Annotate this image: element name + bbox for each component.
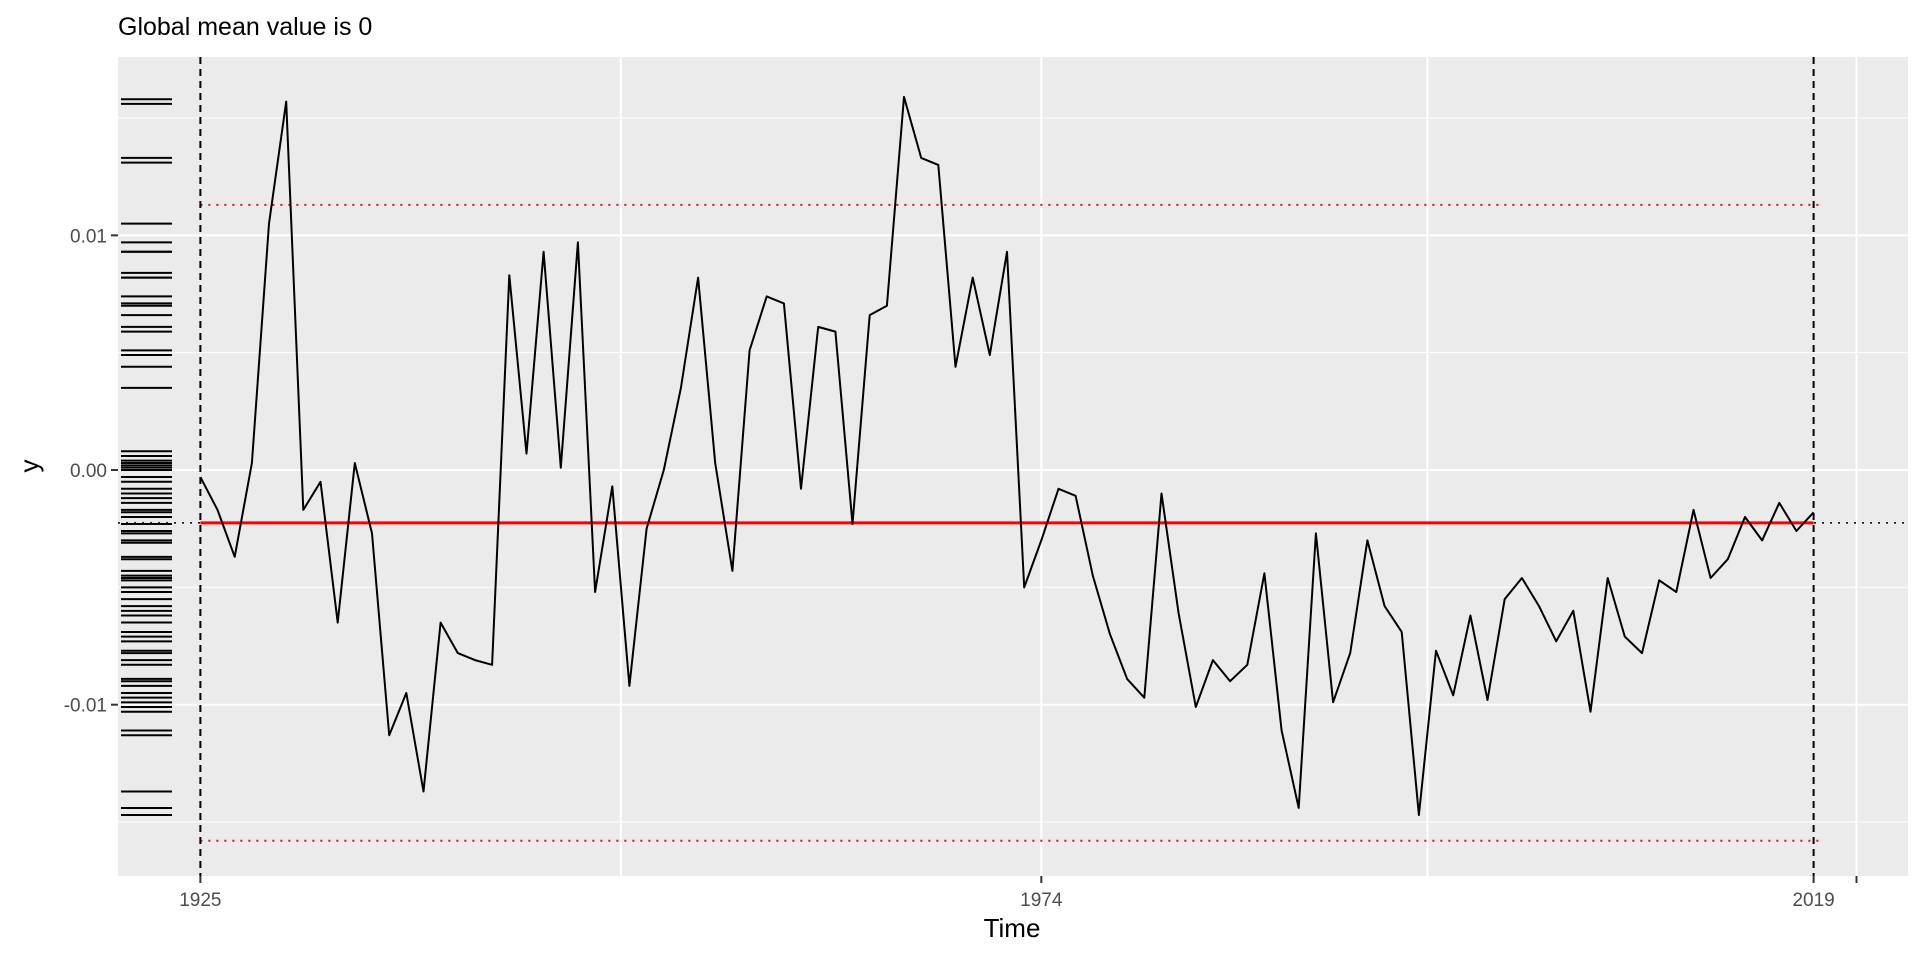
y-axis-title: y (14, 460, 44, 473)
chart-title: Global mean value is 0 (118, 13, 372, 41)
bound-lines (200, 203, 1820, 842)
vertical-markers (199, 57, 1815, 876)
x-tick-label: 1974 (1020, 890, 1063, 911)
x-axis: 1925 1974 2019 (179, 876, 1858, 911)
plot-panel (118, 57, 1908, 876)
x-tick-label: 2019 (1792, 890, 1834, 911)
value-rug (121, 98, 172, 816)
series-line (199, 95, 1815, 816)
x-axis-title: Time (984, 913, 1041, 943)
y-tick-label: 0.00 (70, 461, 107, 482)
x-tick-label: 1925 (179, 890, 221, 911)
y-axis: 0.01 0.00 -0.01 (64, 226, 118, 717)
y-tick-label: -0.01 (64, 696, 107, 717)
y-tick-label: 0.01 (70, 226, 107, 247)
